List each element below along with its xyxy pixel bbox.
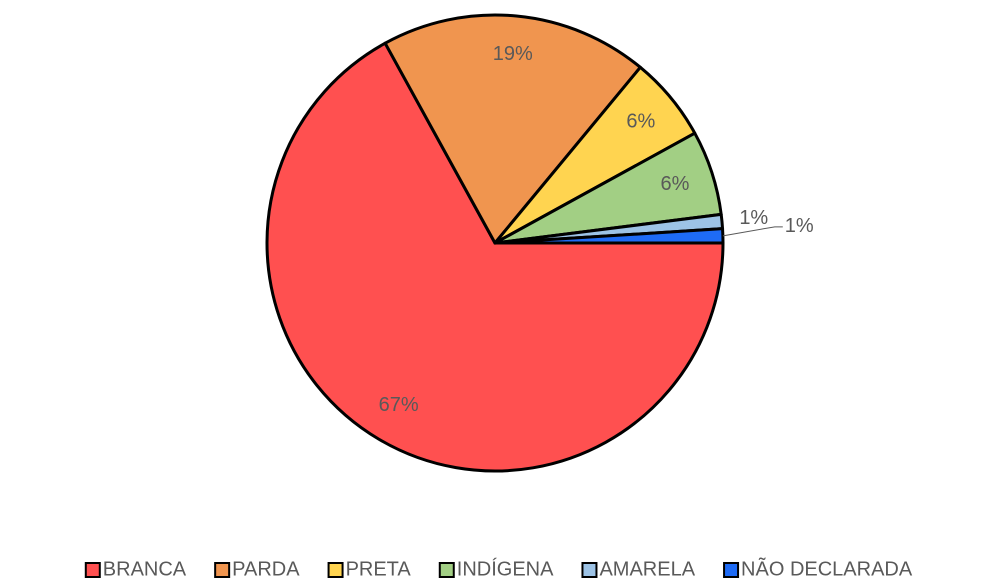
- data-label: 19%: [493, 43, 533, 65]
- legend-label: BRANCA: [103, 558, 187, 580]
- legend-swatch: [723, 562, 740, 578]
- data-label: 6%: [626, 111, 655, 133]
- data-label: 6%: [661, 173, 690, 195]
- legend-swatch: [438, 562, 455, 578]
- legend-label: PRETA: [346, 558, 412, 580]
- legend-swatch: [327, 562, 344, 578]
- legend-label: AMARELA: [599, 558, 695, 580]
- legend-swatch: [84, 562, 101, 578]
- pie-slice: [493, 227, 725, 245]
- legend-label: NÃO DECLARADA: [741, 556, 913, 580]
- data-label: 1%: [739, 207, 768, 229]
- data-label: 1%: [785, 215, 814, 237]
- pie-slice: [383, 13, 642, 245]
- legend-label: PARDA: [232, 558, 300, 580]
- legend-swatch: [214, 562, 231, 578]
- legend-label: INDÍGENA: [457, 557, 554, 580]
- legend-swatch: [581, 562, 598, 578]
- leader-line: [722, 226, 783, 237]
- data-label: 67%: [379, 394, 419, 416]
- pie-slice: [265, 41, 725, 473]
